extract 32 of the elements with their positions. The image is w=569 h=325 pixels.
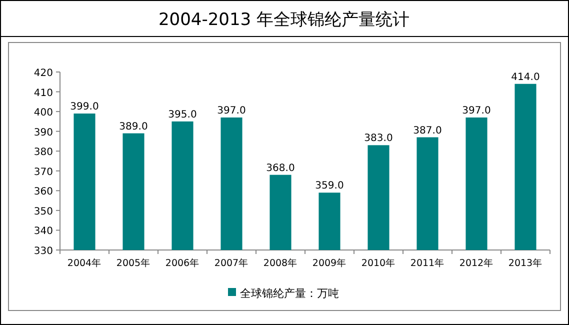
x-tick-label: 2009年 [312, 257, 347, 269]
x-tick-label: 2007年 [214, 257, 249, 269]
data-label: 359.0 [315, 180, 344, 192]
x-tick-label: 2005年 [116, 257, 151, 269]
data-label: 389.0 [119, 121, 148, 132]
x-tick-label: 2006年 [165, 257, 200, 269]
y-tick-label: 360 [34, 186, 53, 198]
data-label: 397.0 [217, 105, 246, 116]
y-tick-label: 330 [34, 246, 53, 257]
title: 2004-2013 年全球锦纶产量统计 [158, 10, 410, 30]
legend: 全球锦纶产量：万吨 [228, 287, 339, 300]
x-tick-label: 2013年 [508, 257, 543, 269]
x-tick-label: 2004年 [67, 257, 102, 269]
data-label: 399.0 [70, 102, 99, 113]
y-tick-label: 370 [34, 166, 53, 178]
data-label: 395.0 [168, 109, 197, 120]
y-tick-label: 380 [34, 147, 53, 158]
x-tick-label: 2011年 [410, 257, 445, 269]
y-tick-label: 340 [34, 226, 53, 238]
x-tick-label: 2010年 [361, 257, 396, 269]
x-tick-label: 2008年 [263, 257, 298, 269]
y-tick-label: 410 [34, 88, 53, 99]
y-tick-label: 400 [34, 108, 53, 119]
data-label: 397.0 [462, 105, 491, 116]
y-tick-label: 390 [34, 127, 53, 138]
data-label: 387.0 [413, 125, 442, 136]
y-tick-label: 420 [34, 68, 53, 79]
x-tick-label: 2012年 [459, 257, 494, 269]
data-label: 414.0 [511, 72, 540, 83]
data-label: 383.0 [364, 133, 393, 144]
y-tick-label: 350 [34, 206, 53, 218]
data-label: 368.0 [266, 162, 295, 174]
